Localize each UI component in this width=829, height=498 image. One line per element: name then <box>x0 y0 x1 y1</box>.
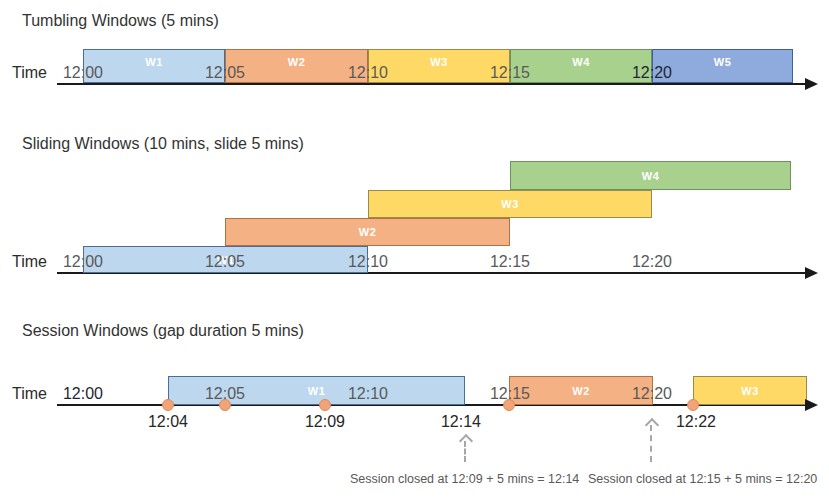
window-label: W4 <box>642 170 659 182</box>
tick-label: 12:10 <box>338 252 398 272</box>
session-time-axis-label: Time <box>12 384 52 404</box>
window-label: W5 <box>714 56 731 68</box>
arrow-dash <box>464 441 466 462</box>
event-time-label: 12:22 <box>664 412 728 431</box>
windowing-strategies-diagram: Tumbling Windows (5 mins) Time W1 W2 W3 W4 W5 1… <box>0 0 829 498</box>
session-window-w3: W3 <box>693 376 807 405</box>
tick-label: 12:20 <box>622 384 682 404</box>
window-label: W3 <box>501 198 518 210</box>
tick-label: 12:00 <box>53 63 113 83</box>
session-closed-annotation: Session closed at 12:15 + 5 mins = 12:20 <box>588 471 817 487</box>
tick-label: 12:10 <box>338 63 398 83</box>
event-dot <box>219 399 231 411</box>
event-time-label: 12:09 <box>293 412 357 431</box>
window-label: W3 <box>430 56 447 68</box>
window-label: W2 <box>572 385 589 397</box>
event-dot <box>687 399 699 411</box>
arrow-dash <box>650 425 652 462</box>
tick-label: 12:05 <box>195 63 255 83</box>
tick-label: 12:05 <box>195 252 255 272</box>
window-label: W4 <box>572 56 589 68</box>
tick-label: 12:20 <box>622 63 682 83</box>
tumbling-timeline <box>57 83 806 85</box>
window-label: W3 <box>741 385 758 397</box>
tumbling-time-axis-label: Time <box>12 63 52 83</box>
sliding-window-w4: W4 <box>510 161 791 190</box>
arrow-head <box>645 418 659 432</box>
event-dot <box>503 399 515 411</box>
tick-label: 12:15 <box>480 63 540 83</box>
window-label: W2 <box>359 226 376 238</box>
session-closed-arrow-icon <box>460 436 470 463</box>
window-label: W1 <box>308 385 325 397</box>
tumbling-timeline-arrow-icon <box>805 78 818 90</box>
tick-label: 12:20 <box>622 252 682 272</box>
sliding-window-w2: W2 <box>225 218 510 246</box>
tick-label: 12:00 <box>53 384 113 404</box>
session-title: Session Windows (gap duration 5 mins) <box>22 320 304 341</box>
sliding-window-w3: W3 <box>368 190 652 218</box>
tumbling-title: Tumbling Windows (5 mins) <box>22 10 219 31</box>
session-closed-arrow-icon <box>646 420 656 463</box>
window-label: W1 <box>145 56 162 68</box>
tick-label: 12:15 <box>480 252 540 272</box>
session-timeline-arrow-icon <box>805 399 818 411</box>
sliding-timeline-arrow-icon <box>805 267 818 279</box>
event-dot <box>162 399 174 411</box>
tick-label: 12:10 <box>338 384 398 404</box>
sliding-time-axis-label: Time <box>12 252 52 272</box>
event-dot <box>319 399 331 411</box>
session-closed-annotation: Session closed at 12:09 + 5 mins = 12:14 <box>350 471 579 487</box>
event-time-label: 12:14 <box>429 412 493 431</box>
sliding-title: Sliding Windows (10 mins, slide 5 mins) <box>22 133 304 154</box>
window-label: W2 <box>288 56 305 68</box>
tick-label: 12:00 <box>53 252 113 272</box>
arrow-head <box>459 434 473 448</box>
event-time-label: 12:04 <box>136 412 200 431</box>
